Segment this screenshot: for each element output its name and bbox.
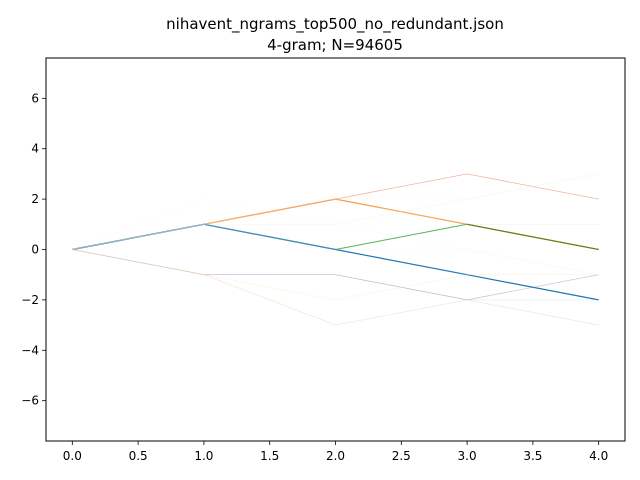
- chart-title: nihavent_ngrams_top500_no_redundant.json: [166, 15, 504, 34]
- series-line-10: [72, 173, 599, 250]
- y-tick-label: −6: [21, 394, 39, 408]
- chart-subtitle: 4-gram; N=94605: [267, 36, 403, 54]
- x-tick-label: 1.0: [194, 449, 213, 463]
- x-tick-label: 0.5: [129, 449, 148, 463]
- y-axis: −6 −4 −2 0 2 4 6: [21, 91, 46, 408]
- x-tick-label: 4.0: [589, 449, 608, 463]
- x-tick-label: 0.0: [63, 449, 82, 463]
- series-line-12: [72, 224, 599, 275]
- plot-lines: [72, 173, 599, 326]
- y-tick-label: −2: [21, 293, 39, 307]
- series-line-9: [72, 173, 599, 250]
- x-tick-label: 2.5: [392, 449, 411, 463]
- series-line-0: [72, 173, 599, 250]
- x-tick-label: 2.0: [326, 449, 345, 463]
- y-tick-label: 4: [31, 142, 39, 156]
- y-tick-label: 0: [31, 243, 39, 257]
- series-line-7: [72, 249, 599, 301]
- y-tick-label: 6: [31, 91, 39, 105]
- x-tick-label: 3.0: [458, 449, 477, 463]
- series-line-11: [72, 198, 599, 275]
- x-axis: 0.0 0.5 1.0 1.5 2.0 2.5 3.0 3.5 4.0: [63, 441, 608, 463]
- series-line-overlay: [466, 223, 599, 251]
- x-tick-label: 3.5: [523, 449, 542, 463]
- y-tick-label: −4: [21, 343, 39, 357]
- series-line-8: [72, 198, 599, 250]
- x-tick-label: 1.5: [260, 449, 279, 463]
- series-line-6: [72, 249, 599, 326]
- series-line-2: [72, 223, 599, 251]
- y-tick-label: 2: [31, 192, 39, 206]
- series-line-3: [72, 223, 599, 301]
